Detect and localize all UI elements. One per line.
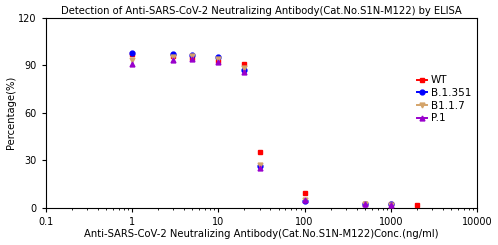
Legend: WT, B.1.351, B1.1.7, P.1: WT, B.1.351, B1.1.7, P.1 bbox=[416, 74, 472, 124]
X-axis label: Anti-SARS-CoV-2 Neutralizing Antibody(Cat.No.S1N-M122)Conc.(ng/ml): Anti-SARS-CoV-2 Neutralizing Antibody(Ca… bbox=[84, 230, 439, 239]
Y-axis label: Percentage(%): Percentage(%) bbox=[5, 76, 15, 149]
Title: Detection of Anti-SARS-CoV-2 Neutralizing Antibody(Cat.No.S1N-M122) by ELISA: Detection of Anti-SARS-CoV-2 Neutralizin… bbox=[61, 6, 462, 15]
